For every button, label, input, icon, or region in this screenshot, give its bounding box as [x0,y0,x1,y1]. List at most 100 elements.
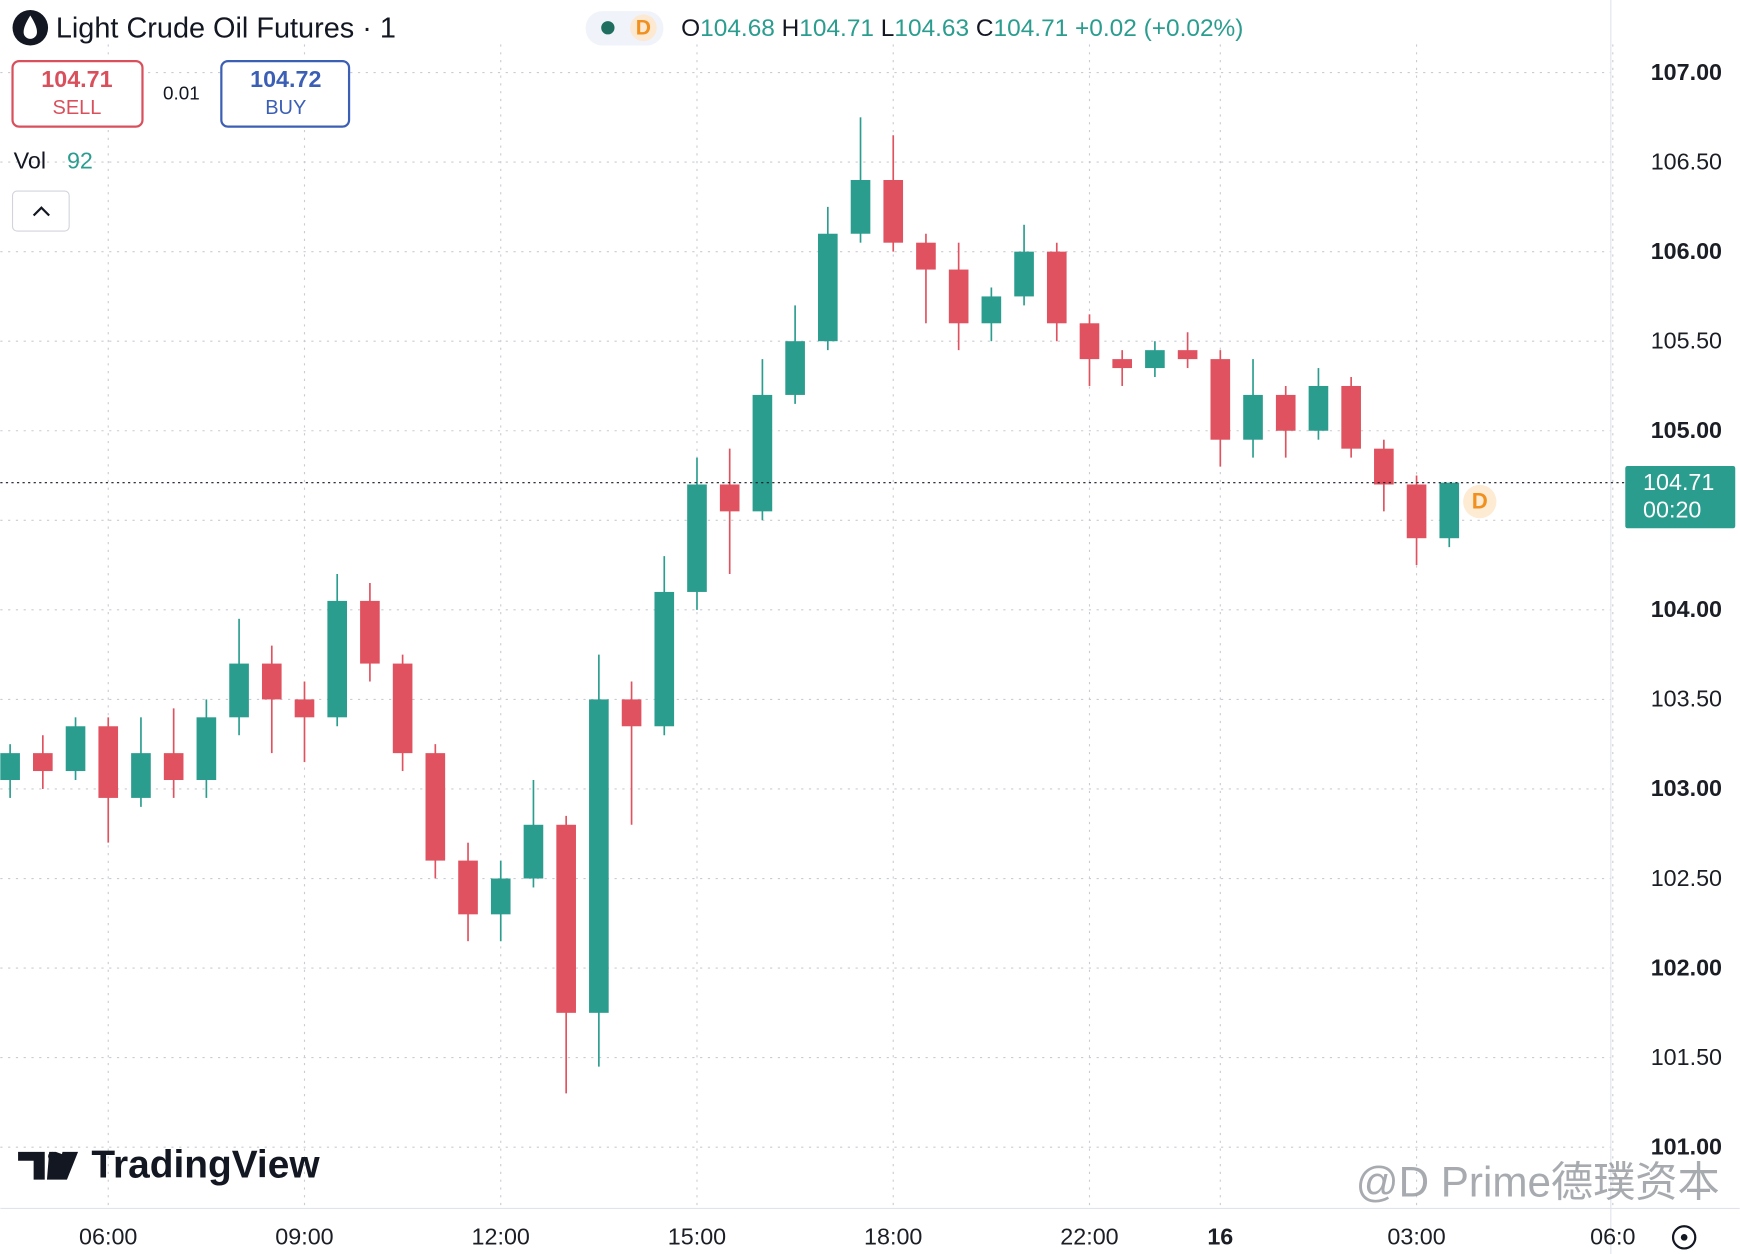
candle-body [1079,323,1100,360]
ohlc-value: 104.63 [894,15,969,42]
candle-body [196,717,217,781]
candle-body [327,600,348,718]
brand-name[interactable]: TradingView [91,1144,320,1187]
dividend-marker: D [1472,489,1488,514]
sell-button[interactable] [11,59,144,128]
sell-label: SELL [53,97,102,119]
candle-body [425,753,446,861]
volume-value: 92 [67,147,93,173]
candle-body [687,484,707,592]
candle-body [1341,385,1361,449]
candle-body [589,699,609,1013]
candle-body [229,663,249,718]
candle-body [1145,350,1165,369]
ohlc-key: L [881,15,895,42]
chevron-icon [32,206,50,217]
x-tick-label: 16 [1207,1224,1233,1250]
candle-body [163,753,184,781]
status-dot [601,21,615,35]
last-price-label: 104.71 [1643,469,1714,495]
settings-dot [1680,1234,1688,1241]
candle-body [1046,251,1067,324]
y-tick-label: 104.00 [1651,596,1722,622]
candle-body [458,860,478,915]
candle-body [916,242,936,270]
ohlc-key: H [782,15,800,42]
candle-body [981,296,1002,324]
candle-body [1374,448,1394,485]
x-tick-label: 03:00 [1387,1224,1445,1250]
x-tick-label: 22:00 [1060,1224,1118,1250]
ohlc-value: 104.68 [700,15,775,42]
badge-bg [630,14,657,42]
volume-label: Vol [14,147,46,173]
candle-body [1439,482,1460,539]
candle-body [1243,394,1263,440]
ohlc-key: O [681,15,700,42]
candle-body [850,180,871,234]
ohlc-key: C [976,15,994,42]
buy-button[interactable] [220,59,351,128]
y-tick-label: 102.00 [1651,954,1722,980]
last-price-box [1625,466,1736,529]
x-tick-label: 15:00 [668,1224,726,1250]
settings-icon[interactable] [1671,1225,1697,1250]
candle-body [785,341,805,395]
candle-body [294,699,315,718]
candle-body [392,663,413,754]
spread: 0.01 [163,83,200,104]
buy-label: BUY [265,97,306,119]
ohlc-value: 104.71 [994,15,1069,42]
y-tick-label: 103.00 [1651,775,1722,801]
x-tick-label: 06:00 [79,1224,137,1250]
candle-body [65,726,86,772]
symbol-title[interactable]: Light Crude Oil Futures · 1 [56,13,396,45]
y-tick-label: 101.00 [1651,1133,1722,1159]
sell-price: 104.71 [41,66,112,92]
x-tick-label: 06:0 [1590,1224,1635,1250]
candle-body [1177,350,1198,360]
ohlc-value: 104.71 [799,15,874,42]
candle-body [1275,394,1296,431]
x-tick-label: 12:00 [472,1224,530,1250]
badge: D [636,16,651,39]
candle-body [490,878,511,915]
buy-price: 104.72 [250,66,321,92]
y-tick-label: 103.50 [1651,686,1722,712]
change: +0.02 (+0.02%) [1075,15,1243,42]
dividend-marker-bg [1463,484,1497,519]
candle-body [33,753,53,772]
candle-body [1014,251,1034,297]
y-tick-label: 106.50 [1651,148,1722,174]
candle-body [261,663,282,700]
drop-icon [23,15,37,39]
collapse-button[interactable] [11,190,70,232]
candle-body [98,726,119,798]
x-tick-label: 09:00 [275,1224,333,1250]
candle-body [621,699,642,727]
candle-body [0,753,20,781]
candle-body [360,600,380,664]
candle-body [1210,359,1231,440]
countdown: 00:20 [1643,497,1701,523]
x-tick-label: 18:00 [864,1224,922,1250]
candle-body [719,484,740,512]
candle-body [818,233,838,342]
candle-body [1308,385,1329,431]
candle-body [654,591,675,727]
candle-body [1406,484,1427,539]
watermark: @D Prime德璞资本 [1356,1158,1720,1205]
y-tick-label: 106.00 [1651,238,1722,264]
candle-body [752,394,773,512]
y-tick-label: 101.50 [1651,1044,1722,1070]
plot [0,117,1460,1094]
logo-dot [48,1151,57,1161]
candle-body [883,180,904,243]
candle-body [1112,359,1133,369]
candle-body [131,753,151,798]
y-tick-label: 105.50 [1651,327,1722,353]
y-tick-label: 105.00 [1651,417,1722,443]
y-tick-label: 107.00 [1651,59,1722,85]
